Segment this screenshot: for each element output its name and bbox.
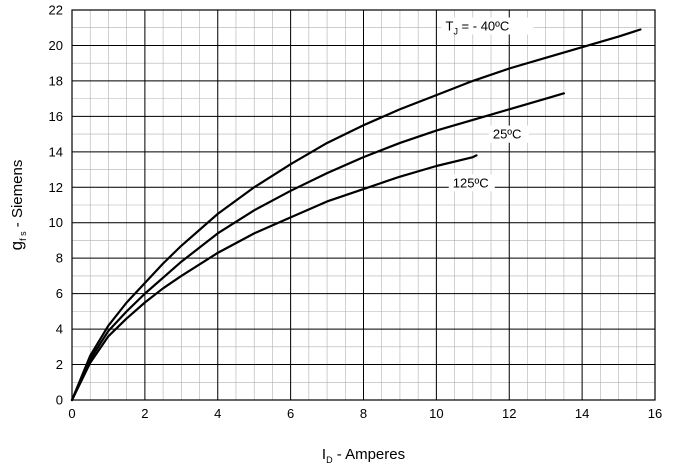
series-label-bg-1 — [441, 17, 534, 35]
y-axis-title-subscript: f s — [18, 231, 28, 241]
series-line-1 — [70, 28, 642, 402]
y-tick-label: 16 — [49, 109, 63, 124]
y-tick-label: 6 — [56, 286, 63, 301]
y-axis-title: gf s - Siemens — [7, 160, 28, 251]
y-axis-title-main: g — [7, 241, 26, 250]
x-axis-title-subscript: D — [326, 455, 333, 465]
x-axis-title: ID - Amperes — [322, 446, 405, 465]
y-axis-title-rest: - Siemens — [9, 160, 26, 232]
plot-frame — [71, 9, 656, 401]
x-axis-title-rest: - Amperes — [333, 446, 406, 463]
y-tick-label: 10 — [49, 215, 63, 230]
y-tick-label: 18 — [49, 73, 63, 88]
series-label-bg-3 — [448, 174, 495, 192]
y-tick-label: 0 — [56, 393, 63, 408]
curve-labels: TJ = - 40ºC 25ºC 125ºC — [441, 17, 534, 192]
y-tick-label: 8 — [56, 251, 63, 266]
x-tick-label: 8 — [360, 406, 367, 421]
x-tick-label: 10 — [429, 406, 443, 421]
series-line-2 — [70, 92, 566, 402]
y-tick-label: 14 — [49, 144, 63, 159]
y-tick-label: 20 — [49, 38, 63, 53]
series-line-3 — [70, 154, 478, 402]
x-tick-label: 14 — [575, 406, 589, 421]
y-tick-label: 2 — [56, 357, 63, 372]
x-tick-label: 4 — [214, 406, 221, 421]
y-tick-label: 4 — [56, 322, 63, 337]
x-axis-title-main: I — [322, 446, 326, 463]
x-tick-label: 6 — [287, 406, 294, 421]
y-tick-label: 12 — [49, 180, 63, 195]
series-label-3: 125ºC — [453, 175, 489, 190]
x-tick-label: 0 — [68, 406, 75, 421]
x-tick-label: 12 — [502, 406, 516, 421]
x-tick-label: 2 — [141, 406, 148, 421]
y-tick-label: 22 — [49, 3, 63, 18]
series-label-bg-2 — [488, 125, 529, 143]
series-label-1: TJ = - 40ºC — [445, 19, 509, 37]
series-layer — [70, 28, 642, 402]
series-label-2: 25ºC — [493, 127, 522, 142]
x-tick-label: 16 — [648, 406, 662, 421]
tick-labels: 0 2 4 6 8 10 12 14 16 0 2 4 6 8 10 12 14 16 18 20 22 — [49, 3, 663, 422]
